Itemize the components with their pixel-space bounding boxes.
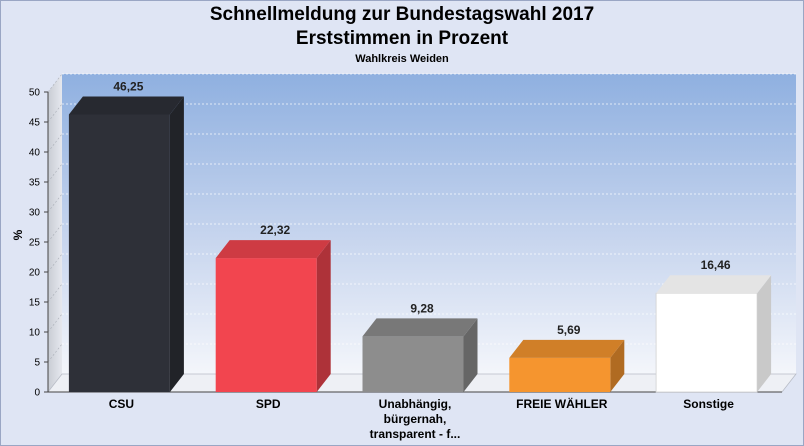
bar-top-face bbox=[509, 339, 625, 358]
bar-side-face bbox=[757, 275, 772, 392]
data-label: 5,69 bbox=[557, 323, 581, 337]
y-tick-label: 25 bbox=[29, 238, 41, 249]
y-tick-label: 0 bbox=[34, 388, 40, 399]
x-tick-label: Sonstige bbox=[683, 397, 734, 411]
y-axis-label: % bbox=[11, 229, 25, 240]
y-tick-label: 30 bbox=[29, 208, 41, 219]
x-tick-label: CSU bbox=[109, 397, 134, 411]
x-tick-label: Unabhängig, bbox=[379, 397, 452, 411]
plot-side-wall bbox=[48, 74, 62, 392]
bar-side-face bbox=[316, 240, 331, 392]
data-label: 46,25 bbox=[113, 80, 143, 94]
bar-side-face bbox=[169, 96, 184, 392]
x-tick-label: FREIE WÄHLER bbox=[516, 396, 608, 411]
y-tick-label: 35 bbox=[29, 178, 41, 189]
x-tick-label: bürgernah, bbox=[384, 412, 447, 426]
bar-side-face bbox=[463, 318, 478, 392]
y-tick-label: 40 bbox=[29, 148, 41, 159]
chart-subtitle: Erststimmen in Prozent bbox=[295, 28, 509, 49]
y-tick-label: 45 bbox=[29, 118, 41, 129]
y-tick-label: 50 bbox=[29, 88, 41, 99]
data-label: 16,46 bbox=[701, 258, 731, 272]
y-tick-label: 10 bbox=[29, 328, 41, 339]
bar-side-face bbox=[610, 339, 625, 392]
bar bbox=[655, 292, 758, 393]
chart-region-label: Wahlkreis Weiden bbox=[355, 53, 449, 65]
bar-top-face bbox=[362, 318, 478, 337]
y-tick-label: 15 bbox=[29, 298, 41, 309]
chart-title: Schnellmeldung zur Bundestagswahl 2017 bbox=[209, 4, 595, 25]
data-label: 22,32 bbox=[260, 223, 290, 237]
y-tick-label: 20 bbox=[29, 268, 41, 279]
bar bbox=[68, 114, 170, 392]
data-label: 9,28 bbox=[410, 301, 434, 315]
bar-top-face bbox=[656, 275, 772, 294]
bar-top-face bbox=[68, 96, 184, 115]
x-tick-label: transparent - f... bbox=[370, 427, 461, 441]
x-tick-label: SPD bbox=[256, 397, 281, 411]
bar-top-face bbox=[215, 240, 331, 259]
bar bbox=[509, 357, 611, 392]
bar bbox=[215, 258, 317, 392]
bar bbox=[362, 336, 464, 392]
y-tick-label: 5 bbox=[34, 358, 40, 369]
